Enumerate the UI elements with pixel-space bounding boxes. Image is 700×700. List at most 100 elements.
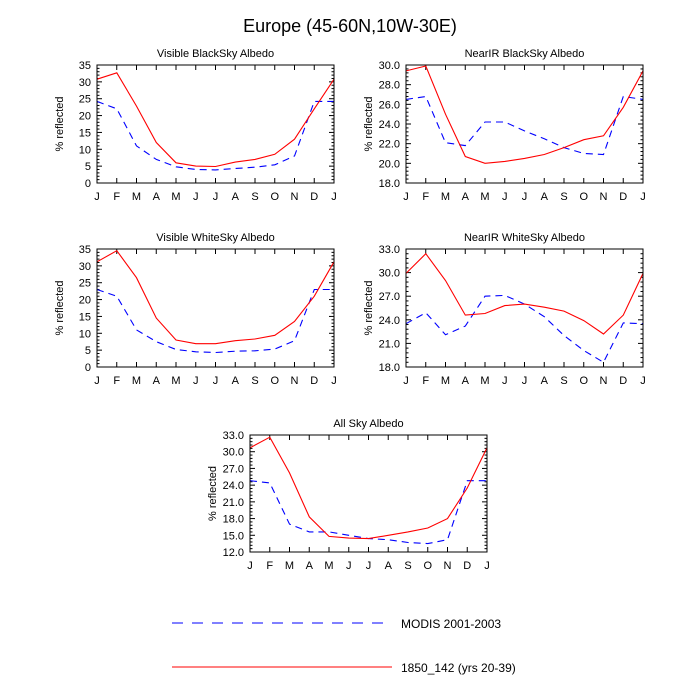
x-tick-label: M bbox=[441, 191, 450, 203]
x-tick-label: S bbox=[560, 375, 567, 387]
y-tick-label: 25 bbox=[79, 94, 91, 106]
panels: Visible BlackSky Albedo % reflected 0 5 10 15… bbox=[54, 48, 646, 572]
x-tick-label: N bbox=[600, 375, 608, 387]
plot-frame bbox=[249, 434, 488, 553]
x-tick-label: F bbox=[422, 375, 429, 387]
y-tick-label: 26.0 bbox=[379, 99, 400, 111]
series-line-modis bbox=[405, 294, 644, 364]
x-tick-label: A bbox=[462, 375, 470, 387]
x-tick-label: M bbox=[285, 560, 294, 572]
chart-panel: NearIR WhiteSky Albedo % reflected 18.0 21.… bbox=[363, 232, 646, 387]
panel-title: Visible BlackSky Albedo bbox=[157, 48, 274, 60]
x-tick-label: M bbox=[171, 191, 180, 203]
y-tick-label: 18.0 bbox=[379, 362, 400, 374]
x-tick-label: N bbox=[600, 191, 608, 203]
x-tick-label: M bbox=[441, 375, 450, 387]
x-tick-label: D bbox=[619, 191, 627, 203]
chart-panel: NearIR BlackSky Albedo % reflected 18.0 20.… bbox=[363, 48, 646, 203]
x-tick-label: D bbox=[619, 375, 627, 387]
y-tick-label: 30.0 bbox=[223, 447, 244, 459]
x-tick-label: J bbox=[213, 191, 219, 203]
x-tick-label: J bbox=[346, 560, 352, 572]
y-tick-label: 20.0 bbox=[379, 158, 400, 170]
x-tick-label: D bbox=[463, 560, 471, 572]
x-tick-label: S bbox=[251, 191, 258, 203]
y-tick-label: 35 bbox=[79, 60, 91, 72]
x-tick-label: M bbox=[324, 560, 333, 572]
y-axis-label: % reflected bbox=[207, 466, 219, 521]
x-tick-label: J bbox=[484, 560, 490, 572]
y-tick-label: 20 bbox=[79, 111, 91, 123]
figure-title: Europe (45-60N,10W-30E) bbox=[243, 16, 457, 36]
y-tick-label: 24.0 bbox=[379, 315, 400, 327]
x-tick-label: J bbox=[366, 560, 372, 572]
series-line-model bbox=[405, 65, 644, 164]
y-tick-label: 15.0 bbox=[223, 530, 244, 542]
series-line-model bbox=[96, 249, 335, 345]
x-tick-label: S bbox=[251, 375, 258, 387]
y-tick-label: 5 bbox=[85, 161, 91, 173]
y-tick-label: 30 bbox=[79, 261, 91, 273]
plot-frame bbox=[405, 248, 644, 368]
x-tick-label: J bbox=[522, 375, 528, 387]
legend-label-modis: MODIS 2001-2003 bbox=[401, 617, 501, 631]
x-tick-label: A bbox=[541, 375, 549, 387]
x-tick-label: O bbox=[579, 375, 588, 387]
y-tick-label: 27.0 bbox=[223, 463, 244, 475]
x-tick-label: O bbox=[579, 191, 588, 203]
x-tick-label: M bbox=[171, 375, 180, 387]
x-tick-label: J bbox=[247, 560, 253, 572]
y-tick-label: 21.0 bbox=[223, 497, 244, 509]
x-tick-label: J bbox=[193, 191, 199, 203]
x-tick-label: M bbox=[480, 191, 489, 203]
y-tick-label: 35 bbox=[79, 244, 91, 256]
y-tick-label: 21.0 bbox=[379, 338, 400, 350]
x-tick-label: J bbox=[403, 375, 409, 387]
y-tick-label: 27.0 bbox=[379, 291, 400, 303]
x-tick-label: J bbox=[331, 375, 337, 387]
y-tick-label: 33.0 bbox=[379, 244, 400, 256]
x-tick-label: M bbox=[132, 375, 141, 387]
x-tick-label: F bbox=[113, 375, 120, 387]
x-tick-label: J bbox=[502, 191, 508, 203]
y-tick-label: 12.0 bbox=[223, 547, 244, 559]
plot-frame bbox=[405, 64, 644, 184]
x-tick-label: O bbox=[270, 375, 279, 387]
x-tick-label: S bbox=[404, 560, 411, 572]
y-tick-label: 5 bbox=[85, 345, 91, 357]
y-tick-label: 0 bbox=[85, 178, 91, 190]
panel-title: All Sky Albedo bbox=[333, 418, 403, 430]
panel-title: Visible WhiteSky Albedo bbox=[156, 232, 274, 244]
x-tick-label: S bbox=[560, 191, 567, 203]
series-line-modis bbox=[96, 100, 334, 171]
y-tick-label: 30.0 bbox=[379, 268, 400, 280]
panel-title: NearIR BlackSky Albedo bbox=[465, 48, 585, 60]
plot-frame bbox=[96, 248, 335, 368]
y-tick-label: 10 bbox=[79, 328, 91, 340]
x-tick-label: O bbox=[423, 560, 432, 572]
y-tick-label: 18.0 bbox=[223, 514, 244, 526]
x-tick-label: N bbox=[291, 375, 299, 387]
y-tick-label: 18.0 bbox=[379, 178, 400, 190]
x-tick-label: A bbox=[232, 375, 240, 387]
panel-title: NearIR WhiteSky Albedo bbox=[464, 232, 585, 244]
chart-panel: Visible BlackSky Albedo % reflected 0 5 10 15… bbox=[54, 48, 337, 203]
series-line-model bbox=[249, 436, 488, 540]
y-axis-label: % reflected bbox=[54, 280, 66, 335]
y-tick-label: 33.0 bbox=[223, 430, 244, 442]
x-tick-label: J bbox=[522, 191, 528, 203]
x-tick-label: J bbox=[403, 191, 409, 203]
y-tick-label: 15 bbox=[79, 127, 91, 139]
series-line-model bbox=[96, 72, 335, 168]
chart-panel: Visible WhiteSky Albedo % reflected 0 5 10 15… bbox=[54, 232, 337, 387]
x-tick-label: J bbox=[502, 375, 508, 387]
x-tick-label: J bbox=[94, 375, 100, 387]
y-tick-label: 22.0 bbox=[379, 139, 400, 151]
x-tick-label: A bbox=[232, 191, 240, 203]
x-tick-label: N bbox=[444, 560, 452, 572]
x-tick-label: A bbox=[462, 191, 470, 203]
y-axis-label: % reflected bbox=[363, 96, 375, 151]
y-tick-label: 24.0 bbox=[379, 119, 400, 131]
y-tick-label: 20 bbox=[79, 295, 91, 307]
